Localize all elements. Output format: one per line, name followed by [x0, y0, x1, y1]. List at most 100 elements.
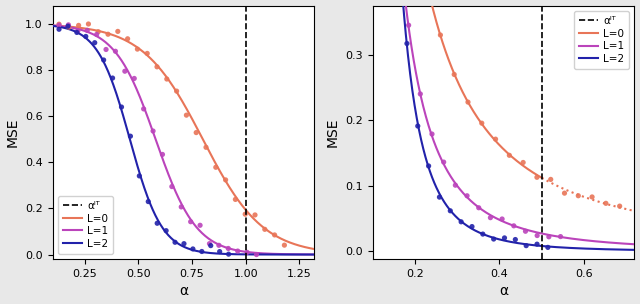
Point [587, 195, 597, 199]
Point [230, 197, 241, 202]
Point [132, 47, 143, 52]
Point [456, 219, 467, 224]
Point [490, 137, 500, 142]
Point [532, 242, 542, 247]
Point [221, 178, 231, 182]
Point [170, 240, 180, 245]
Point [520, 229, 531, 234]
Point [223, 246, 234, 251]
X-axis label: α: α [179, 285, 188, 299]
Point [497, 216, 508, 221]
Point [510, 237, 520, 242]
Point [449, 72, 460, 77]
Point [205, 243, 216, 248]
Point [108, 76, 118, 81]
Y-axis label: MSE: MSE [6, 118, 20, 147]
Point [614, 204, 625, 209]
Point [152, 64, 162, 69]
Point [54, 23, 64, 28]
Y-axis label: MSE: MSE [326, 118, 340, 147]
Point [252, 252, 262, 257]
Point [477, 121, 487, 126]
Point [74, 23, 84, 28]
Point [83, 22, 93, 26]
X-axis label: α: α [499, 285, 508, 299]
Point [467, 224, 477, 229]
Point [181, 113, 191, 118]
Point [172, 89, 182, 94]
Point [116, 105, 127, 109]
Point [260, 227, 270, 232]
Point [148, 129, 158, 133]
Point [110, 49, 120, 54]
Point [250, 212, 260, 217]
Point [188, 247, 198, 251]
Point [54, 27, 64, 32]
Point [451, 183, 461, 188]
Point [279, 243, 289, 247]
Point [427, 132, 437, 136]
Legend: αᴵᵀ, L=0, L=1, L=2: αᴵᵀ, L=0, L=1, L=2 [58, 196, 113, 254]
Point [556, 234, 566, 239]
Point [509, 223, 519, 228]
Legend: αᴵᵀ, L=0, L=1, L=2: αᴵᵀ, L=0, L=1, L=2 [573, 11, 629, 69]
Point [92, 32, 102, 37]
Point [488, 237, 499, 241]
Point [54, 22, 64, 27]
Point [82, 28, 92, 33]
Point [191, 130, 202, 135]
Point [167, 184, 177, 189]
Point [435, 33, 445, 37]
Point [543, 245, 553, 250]
Point [204, 241, 214, 246]
Point [152, 221, 163, 226]
Point [242, 250, 252, 255]
Point [161, 228, 172, 233]
Point [99, 57, 109, 62]
Point [545, 177, 556, 182]
Point [142, 51, 152, 56]
Point [63, 24, 73, 29]
Point [573, 193, 584, 198]
Point [438, 160, 449, 164]
Point [179, 241, 189, 246]
Point [518, 160, 528, 165]
Point [402, 41, 412, 46]
Point [201, 145, 211, 150]
Point [601, 201, 611, 206]
Point [93, 29, 103, 34]
Point [214, 249, 225, 254]
Point [138, 106, 148, 111]
Point [403, 23, 413, 28]
Point [134, 174, 145, 178]
Point [90, 40, 100, 45]
Point [240, 212, 250, 217]
Point [72, 30, 82, 35]
Point [157, 152, 168, 157]
Point [176, 205, 186, 209]
Point [101, 47, 111, 52]
Point [462, 193, 472, 198]
Point [73, 29, 83, 33]
Point [195, 223, 205, 228]
Point [122, 36, 132, 41]
Point [504, 153, 515, 158]
Point [544, 234, 554, 239]
Point [162, 77, 172, 81]
Point [113, 29, 123, 34]
Point [186, 219, 196, 224]
Point [81, 34, 91, 39]
Point [196, 249, 207, 254]
Point [485, 215, 495, 220]
Point [413, 124, 423, 129]
Point [445, 208, 456, 213]
Point [232, 249, 243, 254]
Point [214, 243, 224, 248]
Point [64, 25, 74, 29]
Point [474, 205, 484, 210]
Point [129, 76, 140, 81]
Point [424, 164, 434, 168]
Point [125, 134, 136, 139]
Point [143, 199, 154, 204]
Point [120, 69, 130, 74]
